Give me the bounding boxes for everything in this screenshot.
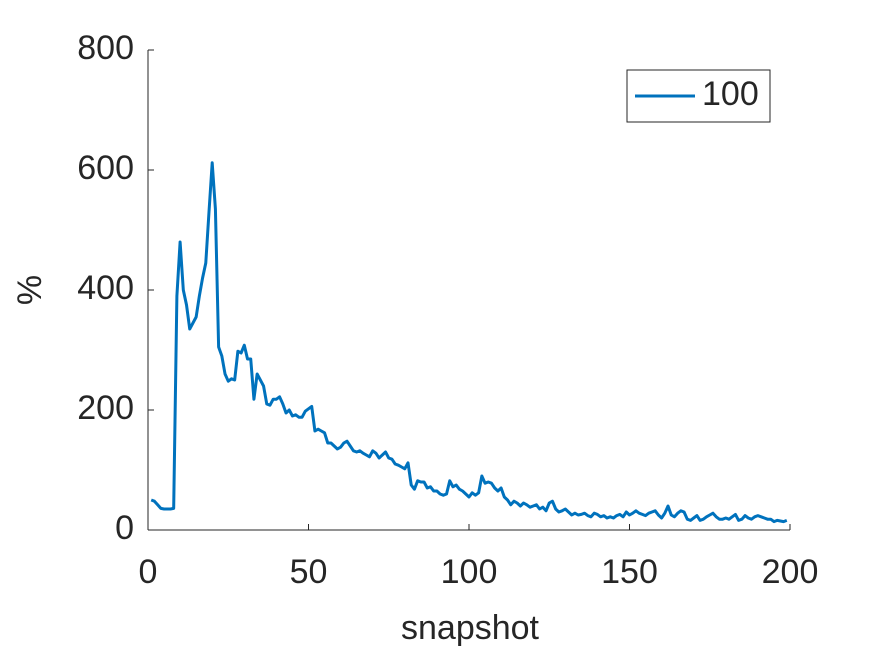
- y-axis-label: %: [11, 275, 49, 305]
- x-tick-label: 100: [441, 553, 498, 591]
- x-axis-label: snapshot: [401, 609, 540, 647]
- legend-label: 100: [702, 75, 759, 113]
- y-tick-label: 400: [77, 269, 134, 307]
- x-tick-label: 150: [601, 553, 658, 591]
- x-tick-label: 50: [290, 553, 328, 591]
- y-tick-label: 0: [115, 509, 134, 547]
- y-tick-label: 600: [77, 149, 134, 187]
- data-line: [150, 161, 788, 524]
- x-tick-label: 200: [762, 553, 819, 591]
- y-tick-label: 800: [77, 29, 134, 67]
- x-tick-label: 0: [139, 553, 158, 591]
- y-tick-label: 200: [77, 389, 134, 427]
